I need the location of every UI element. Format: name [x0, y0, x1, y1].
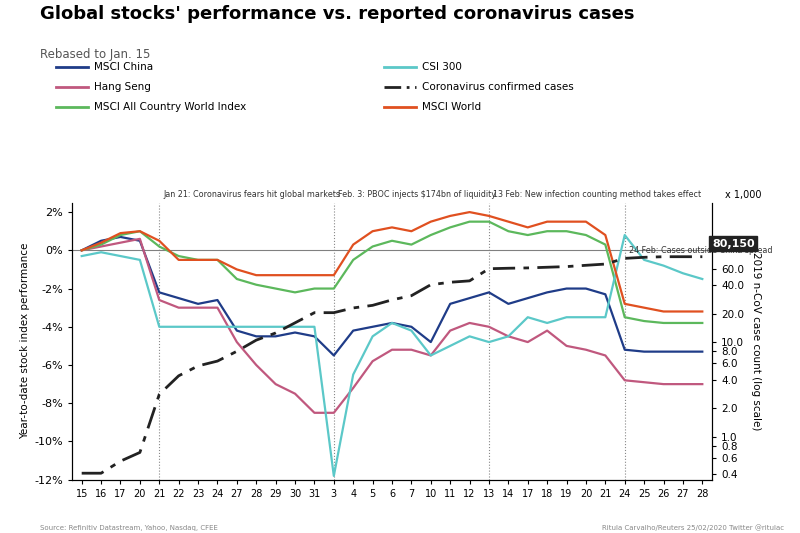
Text: Ritula Carvalho/Reuters 25/02/2020 Twitter @ritulac: Ritula Carvalho/Reuters 25/02/2020 Twitt…	[602, 524, 784, 531]
Text: Global stocks' performance vs. reported coronavirus cases: Global stocks' performance vs. reported …	[40, 5, 634, 23]
Y-axis label: Year-to-date stock index performance: Year-to-date stock index performance	[20, 243, 30, 439]
Text: x 1,000: x 1,000	[725, 190, 762, 200]
Text: CSI 300: CSI 300	[422, 62, 462, 71]
Text: Feb. 3: PBOC injects $174bn of liquidity: Feb. 3: PBOC injects $174bn of liquidity	[338, 190, 496, 199]
Text: Source: Refinitiv Datastream, Yahoo, Nasdaq, CFEE: Source: Refinitiv Datastream, Yahoo, Nas…	[40, 526, 218, 531]
Text: Hang Seng: Hang Seng	[94, 82, 151, 92]
Text: Coronavirus confirmed cases: Coronavirus confirmed cases	[422, 82, 574, 92]
Text: 13 Feb: New infection counting method takes effect: 13 Feb: New infection counting method ta…	[493, 190, 701, 199]
Text: MSCI China: MSCI China	[94, 62, 154, 71]
Text: Jan 21: Coronavirus fears hit global markets: Jan 21: Coronavirus fears hit global mar…	[163, 190, 340, 199]
Y-axis label: 2019 n-CoV case count (log scale): 2019 n-CoV case count (log scale)	[750, 252, 761, 430]
Text: MSCI World: MSCI World	[422, 102, 482, 112]
Text: 80,150: 80,150	[712, 239, 754, 249]
Text: 24 Feb: Cases outside China spread: 24 Feb: Cases outside China spread	[629, 246, 772, 255]
Text: MSCI All Country World Index: MSCI All Country World Index	[94, 102, 246, 112]
Text: Rebased to Jan. 15: Rebased to Jan. 15	[40, 48, 150, 61]
